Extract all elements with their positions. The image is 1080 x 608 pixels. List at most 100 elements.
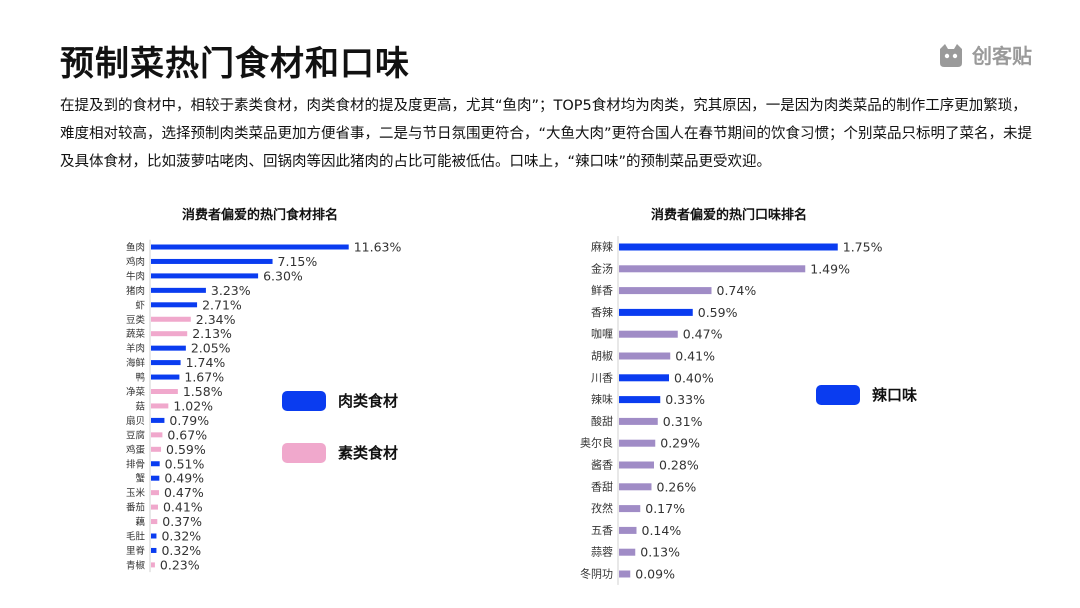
tick-label: 鱼肉 [126,242,145,254]
tick-label: 虾 [135,299,145,311]
tick-label: 排骨 [126,458,145,470]
bar [151,287,206,293]
legend-meat: 肉类食材 [282,390,398,411]
bar [619,308,693,316]
bar [619,287,712,295]
tick-label: 青椒 [126,559,146,571]
bar [151,547,157,553]
bar [151,360,181,366]
flavor-chart-title: 消费者偏爱的热门口味排名 [651,208,808,223]
bar [619,483,652,491]
tick-label: 川香 [591,371,613,384]
bar [151,504,158,510]
bar [151,258,273,264]
data-label: 0.59% [698,305,738,320]
bar [151,302,198,308]
data-label: 0.31% [663,414,703,429]
data-label: 11.63% [354,240,402,255]
bar [151,446,162,452]
data-label: 2.05% [191,341,231,356]
data-label: 0.41% [163,500,203,515]
legend-veg: 素类食材 [282,442,398,463]
data-label: 0.17% [645,501,685,516]
tick-label: 鸭 [135,372,145,384]
tick-label: 冬阴功 [580,567,613,581]
tick-label: 牛肉 [126,270,145,282]
data-label: 0.40% [674,370,714,385]
data-label: 1.67% [184,370,224,385]
data-label: 0.41% [675,349,715,364]
tick-label: 扇贝 [126,415,145,427]
bar [151,331,188,337]
bar [619,330,678,338]
bar [619,396,661,404]
tick-label: 蔬菜 [126,328,146,340]
intro-paragraph: 在提及到的食材中，相较于素类食材，肉类食材的提及度更高，尤其“鱼肉”；TOP5食… [60,98,1033,170]
tick-label: 香辣 [591,305,613,319]
data-label: 0.32% [161,529,201,544]
tick-label: 辣味 [591,392,613,406]
tick-label: 净菜 [126,386,146,398]
tick-label: 酸甜 [591,414,613,428]
bar [619,374,669,382]
bar [619,526,637,534]
bar [619,265,806,273]
data-label: 0.09% [635,567,675,582]
tick-label: 菇 [135,400,145,412]
brand-logo: 创客贴 [936,40,1032,69]
tick-label: 奥尔良 [580,436,613,450]
tick-label: 孜然 [591,501,613,515]
tick-label: 蒜蓉 [591,546,613,559]
tick-label: 豆腐 [126,429,145,441]
bar [151,244,349,250]
bar [619,352,671,360]
tick-label: 五香 [591,524,613,537]
data-label: 6.30% [263,268,303,283]
legend-spicy-label: 辣口味 [872,386,918,404]
bar [151,389,178,394]
legend-spicy: 辣口味 [816,384,917,405]
data-label: 0.29% [660,436,700,451]
tick-label: 酱香 [591,458,613,472]
data-label: 1.02% [173,398,213,413]
bar [151,374,180,380]
data-label: 0.37% [162,514,202,529]
data-label: 0.47% [683,327,723,342]
tick-label: 鸡肉 [126,256,145,268]
legend-veg-label: 素类食材 [338,444,399,462]
tick-label: 猪肉 [126,285,145,297]
logo-text: 创客贴 [972,44,1032,68]
bar [619,243,838,251]
bar [151,519,158,525]
bar [619,505,641,513]
tick-label: 玉米 [126,487,146,499]
data-label: 0.79% [169,413,209,428]
ingredient-bar-chart: 鱼肉 11.63% 鸡肉 7.15% 牛肉 6.30% 猪肉 3.23% 虾 2.71% 豆类 2.3… [126,240,402,573]
bar [151,475,160,481]
legend-meat-label: 肉类食材 [338,392,399,410]
tick-label: 麻辣 [591,240,613,254]
data-label: 1.75% [843,240,883,255]
tick-label: 香甜 [591,480,613,493]
tick-label: 毛肚 [126,531,146,543]
bar [619,439,656,447]
bar [151,490,159,496]
data-label: 0.59% [166,442,206,457]
data-label: 0.51% [165,456,205,471]
bar [151,533,157,539]
bar [619,548,636,556]
data-label: 0.74% [717,283,757,298]
data-label: 0.26% [657,479,697,494]
ingredient-chart-title: 消费者偏爱的热门食材排名 [182,208,339,223]
data-label: 2.13% [192,326,232,341]
data-label: 0.13% [640,545,680,560]
bar [151,273,259,279]
data-label: 0.47% [164,485,204,500]
data-label: 0.32% [161,543,201,558]
bar [151,461,160,467]
tick-label: 胡椒 [591,349,613,363]
data-label: 1.74% [186,355,226,370]
legend-meat-swatch [282,390,326,411]
data-label: 0.67% [167,427,207,442]
bar [151,417,165,423]
